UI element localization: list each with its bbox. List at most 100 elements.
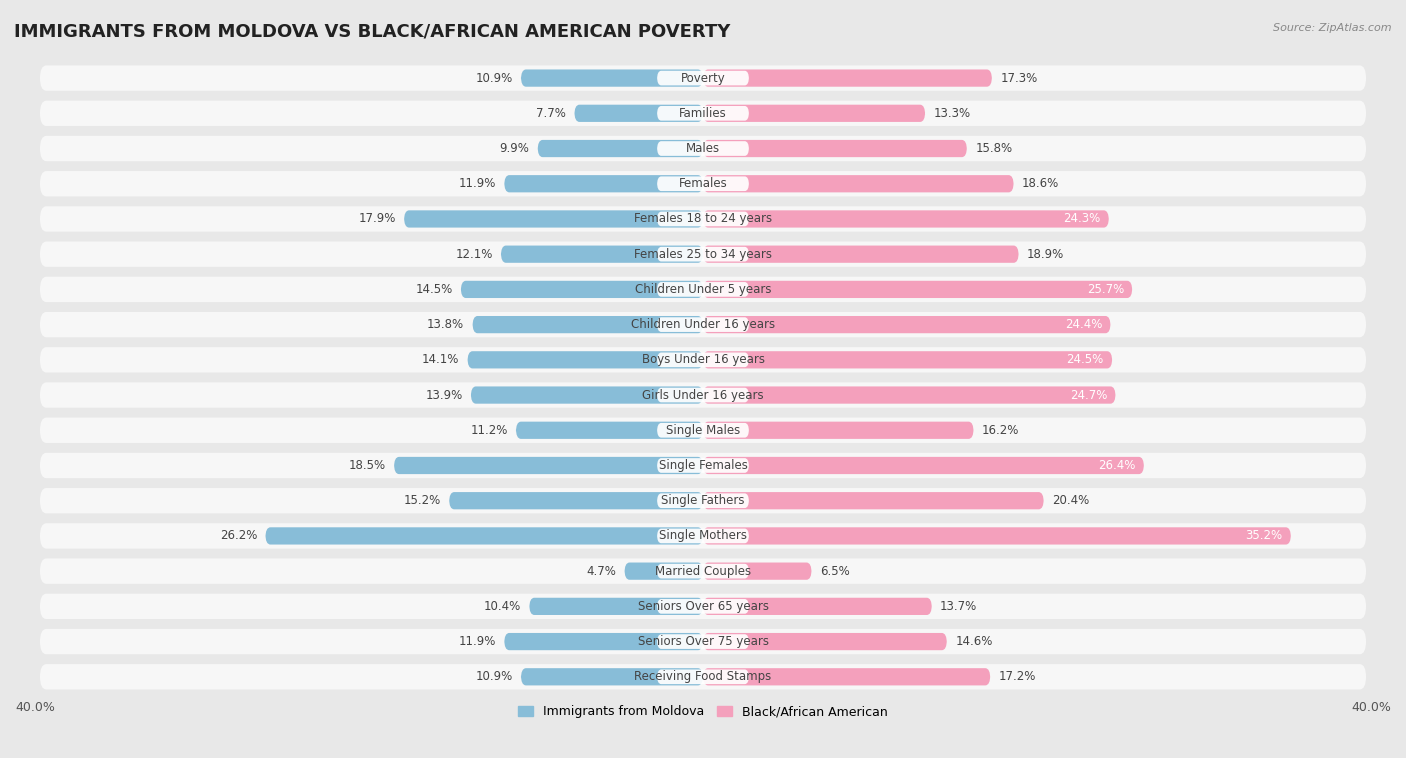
Text: 7.7%: 7.7% xyxy=(536,107,567,120)
FancyBboxPatch shape xyxy=(575,105,703,122)
FancyBboxPatch shape xyxy=(39,347,1367,372)
FancyBboxPatch shape xyxy=(703,351,1112,368)
Text: Females: Females xyxy=(679,177,727,190)
Text: 35.2%: 35.2% xyxy=(1246,529,1282,543)
Text: 24.5%: 24.5% xyxy=(1067,353,1104,366)
Text: 18.6%: 18.6% xyxy=(1022,177,1059,190)
Text: 11.9%: 11.9% xyxy=(458,177,496,190)
FancyBboxPatch shape xyxy=(394,457,703,474)
FancyBboxPatch shape xyxy=(657,599,749,614)
Text: Seniors Over 65 years: Seniors Over 65 years xyxy=(637,600,769,613)
Text: Single Mothers: Single Mothers xyxy=(659,529,747,543)
FancyBboxPatch shape xyxy=(39,136,1367,161)
FancyBboxPatch shape xyxy=(703,492,1043,509)
FancyBboxPatch shape xyxy=(449,492,703,509)
Text: 13.7%: 13.7% xyxy=(941,600,977,613)
FancyBboxPatch shape xyxy=(505,633,703,650)
Text: 13.3%: 13.3% xyxy=(934,107,970,120)
Text: 17.3%: 17.3% xyxy=(1000,71,1038,85)
FancyBboxPatch shape xyxy=(657,352,749,367)
Text: 4.7%: 4.7% xyxy=(586,565,616,578)
Text: Males: Males xyxy=(686,142,720,155)
FancyBboxPatch shape xyxy=(703,421,973,439)
FancyBboxPatch shape xyxy=(703,140,967,157)
FancyBboxPatch shape xyxy=(39,559,1367,584)
FancyBboxPatch shape xyxy=(39,171,1367,196)
FancyBboxPatch shape xyxy=(529,598,703,615)
FancyBboxPatch shape xyxy=(657,141,749,156)
FancyBboxPatch shape xyxy=(39,242,1367,267)
FancyBboxPatch shape xyxy=(516,421,703,439)
FancyBboxPatch shape xyxy=(39,523,1367,549)
Text: 17.2%: 17.2% xyxy=(998,670,1036,683)
FancyBboxPatch shape xyxy=(657,528,749,543)
FancyBboxPatch shape xyxy=(39,382,1367,408)
Text: 18.9%: 18.9% xyxy=(1026,248,1064,261)
Text: 12.1%: 12.1% xyxy=(456,248,492,261)
Text: 20.4%: 20.4% xyxy=(1052,494,1090,507)
Text: Families: Families xyxy=(679,107,727,120)
FancyBboxPatch shape xyxy=(657,247,749,262)
Text: 15.2%: 15.2% xyxy=(404,494,441,507)
Text: 14.5%: 14.5% xyxy=(415,283,453,296)
Text: 9.9%: 9.9% xyxy=(499,142,529,155)
Text: 25.7%: 25.7% xyxy=(1087,283,1123,296)
FancyBboxPatch shape xyxy=(703,633,946,650)
Text: Females 18 to 24 years: Females 18 to 24 years xyxy=(634,212,772,225)
Text: 13.8%: 13.8% xyxy=(427,318,464,331)
FancyBboxPatch shape xyxy=(266,528,703,544)
Text: 14.6%: 14.6% xyxy=(955,635,993,648)
Text: 26.4%: 26.4% xyxy=(1098,459,1136,472)
Text: 6.5%: 6.5% xyxy=(820,565,849,578)
FancyBboxPatch shape xyxy=(657,388,749,402)
FancyBboxPatch shape xyxy=(522,70,703,86)
FancyBboxPatch shape xyxy=(703,669,990,685)
FancyBboxPatch shape xyxy=(703,316,1111,334)
FancyBboxPatch shape xyxy=(703,562,811,580)
Text: 14.1%: 14.1% xyxy=(422,353,460,366)
FancyBboxPatch shape xyxy=(522,669,703,685)
Text: 10.9%: 10.9% xyxy=(475,670,513,683)
FancyBboxPatch shape xyxy=(39,101,1367,126)
FancyBboxPatch shape xyxy=(468,351,703,368)
FancyBboxPatch shape xyxy=(657,458,749,473)
FancyBboxPatch shape xyxy=(657,493,749,508)
FancyBboxPatch shape xyxy=(39,629,1367,654)
FancyBboxPatch shape xyxy=(703,246,1019,263)
FancyBboxPatch shape xyxy=(703,175,1014,193)
Text: Receiving Food Stamps: Receiving Food Stamps xyxy=(634,670,772,683)
Text: 26.2%: 26.2% xyxy=(219,529,257,543)
Text: 24.4%: 24.4% xyxy=(1064,318,1102,331)
FancyBboxPatch shape xyxy=(657,669,749,684)
Text: Boys Under 16 years: Boys Under 16 years xyxy=(641,353,765,366)
FancyBboxPatch shape xyxy=(39,65,1367,91)
FancyBboxPatch shape xyxy=(39,664,1367,690)
Text: Single Males: Single Males xyxy=(666,424,740,437)
FancyBboxPatch shape xyxy=(657,634,749,649)
Text: 15.8%: 15.8% xyxy=(976,142,1012,155)
Text: 10.4%: 10.4% xyxy=(484,600,522,613)
Text: IMMIGRANTS FROM MOLDOVA VS BLACK/AFRICAN AMERICAN POVERTY: IMMIGRANTS FROM MOLDOVA VS BLACK/AFRICAN… xyxy=(14,23,731,41)
Text: Single Females: Single Females xyxy=(658,459,748,472)
FancyBboxPatch shape xyxy=(39,418,1367,443)
Text: 18.5%: 18.5% xyxy=(349,459,385,472)
Text: 24.3%: 24.3% xyxy=(1063,212,1101,225)
Legend: Immigrants from Moldova, Black/African American: Immigrants from Moldova, Black/African A… xyxy=(513,700,893,723)
Text: Seniors Over 75 years: Seniors Over 75 years xyxy=(637,635,769,648)
FancyBboxPatch shape xyxy=(703,280,1132,298)
FancyBboxPatch shape xyxy=(703,387,1115,404)
FancyBboxPatch shape xyxy=(703,528,1291,544)
Text: 16.2%: 16.2% xyxy=(981,424,1019,437)
Text: Children Under 16 years: Children Under 16 years xyxy=(631,318,775,331)
FancyBboxPatch shape xyxy=(657,177,749,191)
FancyBboxPatch shape xyxy=(657,318,749,332)
FancyBboxPatch shape xyxy=(703,457,1144,474)
Text: 11.9%: 11.9% xyxy=(458,635,496,648)
FancyBboxPatch shape xyxy=(501,246,703,263)
FancyBboxPatch shape xyxy=(657,564,749,578)
FancyBboxPatch shape xyxy=(461,280,703,298)
Text: Females 25 to 34 years: Females 25 to 34 years xyxy=(634,248,772,261)
Text: Girls Under 16 years: Girls Under 16 years xyxy=(643,389,763,402)
FancyBboxPatch shape xyxy=(703,70,993,86)
FancyBboxPatch shape xyxy=(657,282,749,296)
